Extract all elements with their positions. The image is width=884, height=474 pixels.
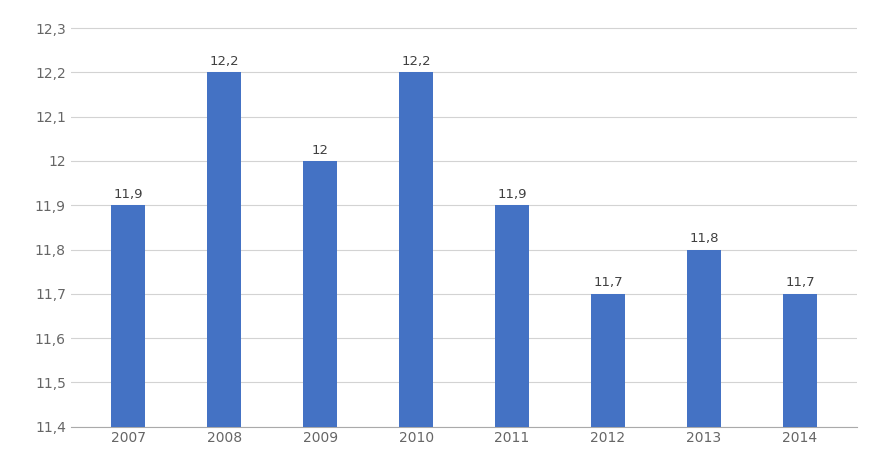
Text: 12,2: 12,2 — [210, 55, 239, 68]
Bar — [783, 294, 817, 427]
Bar — [591, 294, 625, 427]
Bar — [208, 73, 241, 427]
Text: 11,8: 11,8 — [690, 232, 719, 245]
Bar — [687, 249, 720, 427]
Bar — [400, 73, 433, 427]
Text: 11,9: 11,9 — [498, 188, 527, 201]
Text: 12: 12 — [312, 144, 329, 156]
Bar — [495, 205, 529, 427]
Text: 11,9: 11,9 — [113, 188, 143, 201]
Text: 11,7: 11,7 — [785, 276, 815, 289]
Text: 12,2: 12,2 — [401, 55, 431, 68]
Bar — [303, 161, 337, 427]
Bar — [111, 205, 145, 427]
Text: 11,7: 11,7 — [593, 276, 623, 289]
